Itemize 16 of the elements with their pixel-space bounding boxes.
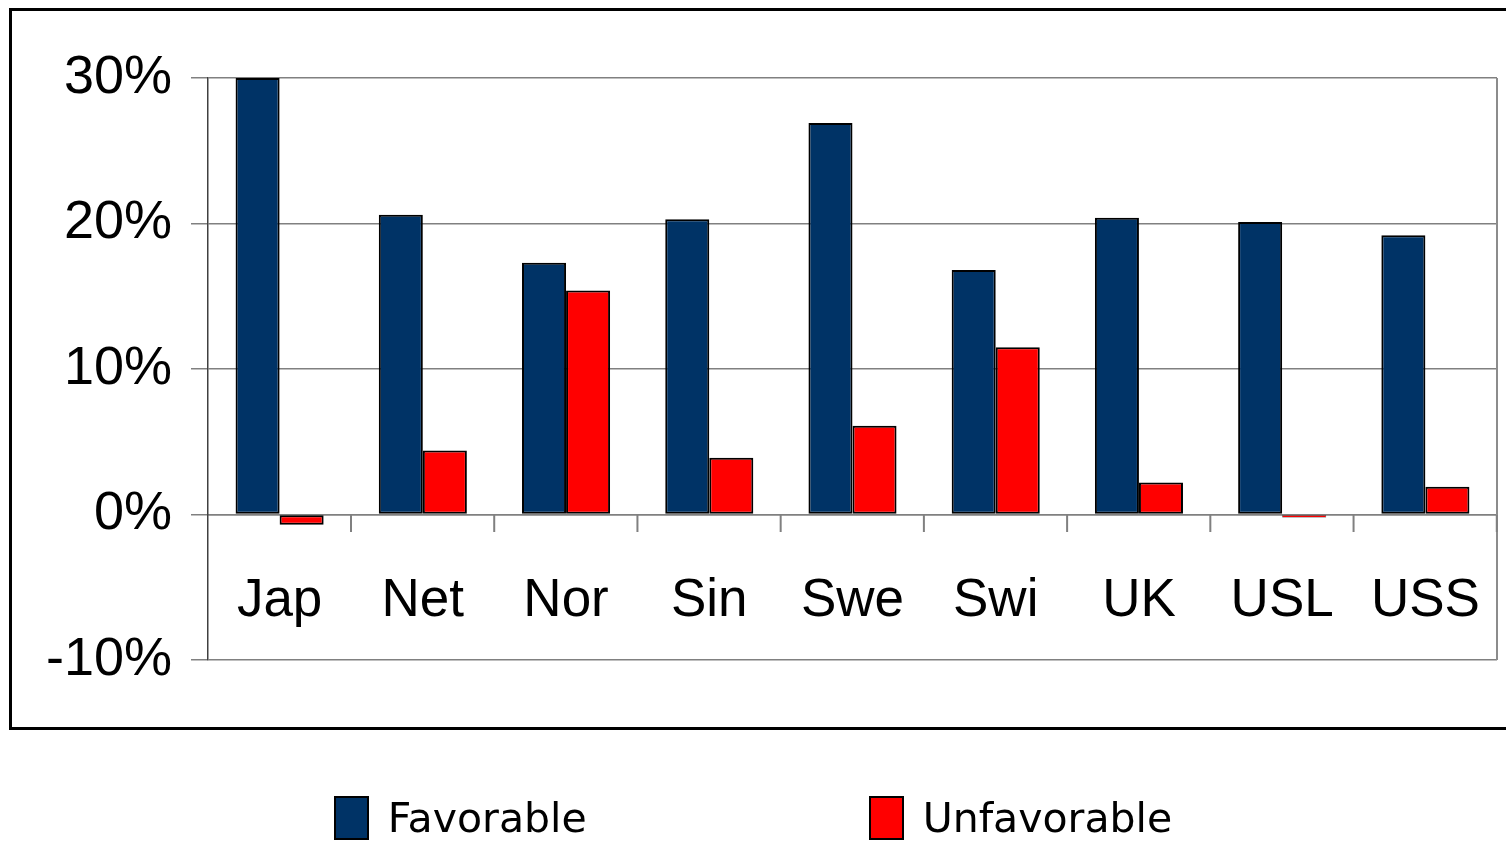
y-tick-label: 30% bbox=[63, 43, 172, 104]
legend-label: Unfavorable bbox=[922, 794, 1173, 842]
x-tick-label: Swe bbox=[800, 567, 905, 627]
x-tick-label: USL bbox=[1230, 567, 1334, 627]
y-tick-label: 10% bbox=[63, 334, 172, 395]
x-tick-label: Jap bbox=[236, 567, 323, 627]
y-tick-label: -10% bbox=[45, 625, 172, 686]
x-tick-label: USS bbox=[1370, 567, 1480, 627]
y-tick-label: 20% bbox=[63, 189, 172, 250]
y-tick-label: 0% bbox=[93, 480, 172, 541]
x-tick-label: Sin bbox=[670, 567, 748, 627]
x-tick-label: UK bbox=[1102, 567, 1176, 627]
x-tick-label: Swi bbox=[953, 567, 1039, 627]
x-tick-label: Nor bbox=[523, 567, 609, 627]
x-tick-label: Net bbox=[381, 567, 465, 627]
legend-label: Favorable bbox=[387, 794, 587, 842]
